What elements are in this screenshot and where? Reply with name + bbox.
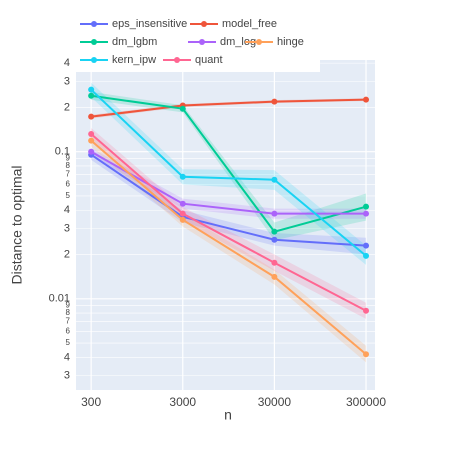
series-point <box>363 351 370 358</box>
y-tick-label: 5 <box>66 338 71 347</box>
grid <box>76 60 375 390</box>
series-line <box>90 88 367 257</box>
y-tick-label: 3 <box>64 75 70 87</box>
y-tick-label: 8 <box>66 161 71 170</box>
y-tick-label: 6 <box>66 327 71 336</box>
series-point <box>363 96 370 103</box>
series-point <box>363 203 370 210</box>
series-line <box>90 133 367 312</box>
series-line <box>90 150 367 215</box>
plot-area <box>76 60 375 390</box>
x-tick-label: 300000 <box>346 395 386 409</box>
series-point <box>271 273 278 280</box>
x-tick-label: 3000 <box>169 395 196 409</box>
legend-marker <box>91 57 97 63</box>
y-tick-label: 6 <box>66 179 71 188</box>
y-tick-label: 2 <box>64 248 70 260</box>
confidence-band <box>91 127 367 319</box>
series-point <box>88 137 95 144</box>
series-point <box>88 86 95 93</box>
series-point <box>179 210 186 217</box>
y-tick-label: 3 <box>64 370 70 382</box>
series-point <box>271 210 278 217</box>
series-point <box>179 216 186 223</box>
series-point <box>363 307 370 314</box>
series-point <box>88 92 95 99</box>
legend-label: model_free <box>222 18 277 30</box>
legend-marker <box>201 21 207 27</box>
confidence-band <box>91 91 367 241</box>
legend-marker <box>199 39 205 45</box>
series-line <box>91 98 367 118</box>
y-tick-label: 9 <box>66 301 71 310</box>
series-point <box>179 200 186 207</box>
y-tick-label: 8 <box>66 308 71 317</box>
series-point <box>363 242 370 249</box>
x-tick-label: 300 <box>81 395 101 409</box>
y-tick-label: 7 <box>66 317 71 326</box>
legend-label: dm_lgbm <box>112 36 157 48</box>
y-tick-label: 9 <box>66 154 71 163</box>
y-tick-label: 0.01 <box>49 293 70 305</box>
legend-marker <box>174 57 180 63</box>
series-point <box>179 105 186 112</box>
y-tick-label: 3 <box>64 223 70 235</box>
legend-marker <box>91 21 97 27</box>
x-tick-label: 30000 <box>258 395 292 409</box>
series-point <box>271 259 278 266</box>
series-point <box>271 176 278 183</box>
series-line <box>90 139 367 356</box>
legend-label: eps_insensitive <box>112 18 187 30</box>
legend-label: quant <box>195 54 223 66</box>
series-point <box>179 173 186 180</box>
y-tick-label: 4 <box>64 57 70 69</box>
series-point <box>88 130 95 137</box>
series-point <box>271 228 278 235</box>
confidence-band <box>91 82 367 265</box>
legend-label: dm_log <box>220 36 256 48</box>
y-tick-label: 0.1 <box>55 146 70 158</box>
series-line <box>90 153 367 247</box>
y-tick-label: 4 <box>64 351 70 363</box>
y-tick-label: 2 <box>64 101 70 113</box>
legend-marker <box>256 39 262 45</box>
series-point <box>271 98 278 105</box>
series-point <box>363 210 370 217</box>
series-point <box>363 252 370 259</box>
x-axis-title: n <box>224 407 232 423</box>
legend-marker <box>91 39 97 45</box>
y-tick-label: 5 <box>66 191 71 200</box>
y-axis-title: Distance to optimal <box>9 165 25 284</box>
legend-label: kern_ipw <box>112 54 156 66</box>
series-point <box>88 113 95 120</box>
series-line <box>91 94 367 233</box>
legend-label: hinge <box>277 36 304 48</box>
y-tick-label: 4 <box>64 204 70 216</box>
y-tick-label: 7 <box>66 170 71 179</box>
series-point <box>271 236 278 243</box>
series-point <box>88 148 95 155</box>
